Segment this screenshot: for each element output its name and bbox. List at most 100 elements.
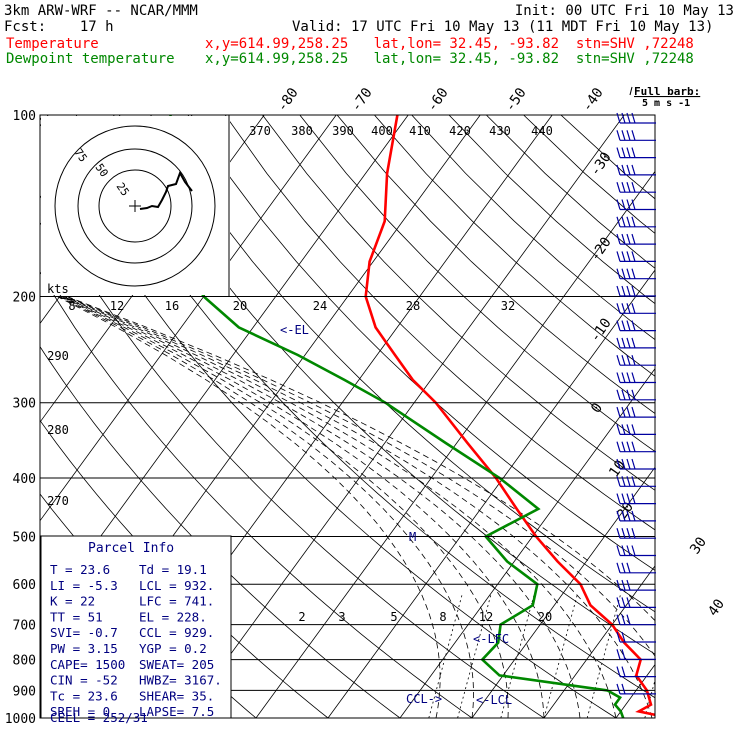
pressure-tick-label: 300	[13, 397, 36, 412]
wind-barb-flag	[616, 112, 621, 124]
hodograph-units-label: kts	[47, 282, 69, 296]
isotherm-top-label: -40	[579, 85, 607, 115]
wind-barb-flag	[616, 510, 621, 522]
wind-barb-flag	[616, 320, 621, 331]
wind-barb-flag	[616, 424, 621, 435]
wind-barb-flag	[621, 545, 626, 556]
dry-adiabat-line	[374, 115, 655, 377]
wind-barb-flag	[616, 649, 621, 660]
wind-barb-flag	[626, 372, 631, 383]
parcel-info-cell: CELL = 252/31	[50, 710, 148, 725]
parcel-info-value: LAPSE= 7.5	[139, 704, 214, 719]
speed-scale-label: 12	[110, 299, 124, 313]
pressure-tick-label: 500	[13, 530, 36, 545]
wind-barb-flag	[626, 389, 631, 400]
wind-barb-flag	[631, 406, 636, 418]
wind-barb-flag	[616, 130, 621, 141]
theta-e-label: 440	[531, 124, 553, 138]
el-marker: <-EL	[280, 323, 309, 337]
wind-barb-flag	[616, 545, 621, 556]
wind-barb-flag	[631, 372, 636, 383]
parcel-info-value: SWEAT= 205	[139, 657, 214, 672]
wind-barb-flag	[621, 268, 626, 279]
parcel-info-value: TT = 51	[50, 609, 103, 624]
mixing-ratio-line	[543, 592, 579, 718]
wind-barb-flag	[631, 528, 636, 539]
parcel-info-value: YGP = 0.2	[139, 641, 207, 656]
isotherm-line	[399, 368, 655, 718]
hodograph-ring	[98, 169, 172, 243]
wind-barb-flag	[626, 216, 631, 227]
wind-barb-flag	[626, 251, 631, 262]
parcel-info-value: SHEAR= 35.	[139, 688, 214, 703]
parcel-info-value: Td = 19.1	[139, 562, 207, 577]
wind-barb-flag	[616, 458, 621, 470]
wind-barb-flag	[621, 441, 626, 452]
wind-barb-flag	[621, 493, 626, 504]
theta-e-label: 370	[249, 124, 271, 138]
isotherm-right-label: 30	[687, 534, 710, 557]
parcel-info-value: K = 22	[50, 594, 95, 609]
wind-barb-flag	[631, 320, 636, 331]
wind-barb-flag	[631, 476, 636, 487]
wind-barb-flag	[616, 666, 621, 677]
mixing-ratio-line	[586, 592, 622, 718]
isotherm-right-label: -20	[587, 234, 615, 264]
wind-barb-flag	[626, 579, 631, 591]
lcl-marker: <-LCL	[476, 693, 512, 707]
wind-barb-flag	[631, 545, 636, 556]
wind-barb-flag	[631, 493, 636, 504]
wind-barb-flag	[621, 372, 626, 383]
wind-barb-flag	[621, 251, 626, 262]
wind-barb-flag	[631, 164, 636, 176]
pressure-tick-label: 400	[13, 472, 36, 487]
mixing-ratio-label: 5	[390, 610, 397, 624]
wind-barb-flag	[626, 493, 631, 504]
valid-time: Valid: 17 UTC Fri 10 May 13 (11 MDT Fri …	[292, 19, 714, 35]
wind-barb-flag	[621, 528, 626, 539]
isotherm-right-label: 40	[705, 596, 728, 619]
wind-barb-flag	[621, 562, 626, 573]
wind-barb-flag	[631, 337, 636, 349]
wind-barb-flag	[626, 285, 631, 297]
wind-barb-flag	[631, 182, 636, 193]
hodograph-trace	[139, 170, 193, 210]
isotherm-line	[40, 115, 337, 522]
dry-adiabat-line	[448, 115, 655, 305]
speed-scale-label: 24	[313, 299, 327, 313]
speed-scale-label: 20	[233, 299, 247, 313]
isotherm-line	[255, 170, 655, 718]
wind-barb-flag	[626, 164, 631, 176]
wind-barb-flag	[616, 182, 621, 193]
parcel-info-title: Parcel Info	[88, 541, 174, 556]
dewpoint-location: x,y=614.99,258.25 lat,lon= 32.45, -93.82…	[205, 51, 694, 67]
hodograph-ring-label: 75	[72, 146, 90, 164]
wind-barb-flag	[621, 424, 626, 435]
isotherm-line	[688, 115, 740, 718]
isotherm-line	[327, 269, 655, 718]
pressure-tick-label: 100	[13, 109, 36, 124]
wind-barb-flag	[616, 337, 621, 349]
wind-barb-flag	[616, 199, 621, 210]
wind-barb-flag	[621, 476, 626, 487]
wind-barb-flag	[631, 147, 636, 158]
parcel-info-value: PW = 3.15	[50, 641, 118, 656]
parcel-info-value: CIN = -52	[50, 673, 118, 688]
theta-e-label: 430	[489, 124, 511, 138]
wind-barb-flag	[621, 510, 626, 522]
speed-scale-label: 32	[501, 299, 515, 313]
parcel-info-box	[40, 535, 232, 719]
wind-barb-flag	[626, 424, 631, 435]
dry-adiabat-line	[336, 115, 655, 414]
wind-barb-flag	[621, 458, 626, 470]
temperature-legend-label: Temperature	[6, 36, 99, 52]
wind-barb-flag	[631, 355, 636, 366]
wind-barb-flag	[626, 614, 631, 625]
wind-barb-flag	[621, 147, 626, 158]
wind-barb-flag	[626, 182, 631, 193]
wind-barb-flag	[626, 199, 631, 210]
wind-barb-flag	[631, 424, 636, 435]
temperature-location: x,y=614.99,258.25 lat,lon= 32.45, -93.82…	[205, 36, 694, 52]
wind-barb-flag	[626, 562, 631, 573]
wind-barb-flag	[626, 476, 631, 487]
